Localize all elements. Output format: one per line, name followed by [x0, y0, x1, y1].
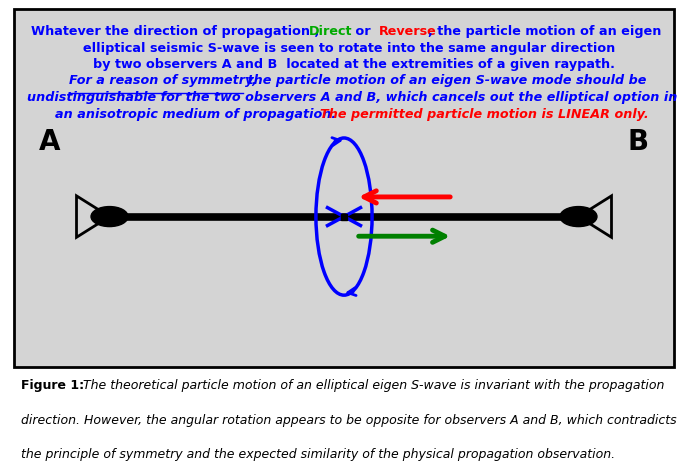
Text: Whatever the direction of propagation ,: Whatever the direction of propagation , [31, 25, 323, 39]
Text: Figure 1:: Figure 1: [21, 379, 88, 392]
Text: by two observers A and B  located at the extremities of a given raypath.: by two observers A and B located at the … [94, 58, 615, 70]
Text: the principle of symmetry and the expected similarity of the physical propagatio: the principle of symmetry and the expect… [21, 448, 615, 461]
FancyBboxPatch shape [14, 9, 674, 367]
Text: or: or [351, 25, 375, 39]
Text: direction. However, the angular rotation appears to be opposite for observers A : direction. However, the angular rotation… [21, 414, 676, 427]
Text: Reverse: Reverse [379, 25, 437, 39]
Text: Direct: Direct [309, 25, 353, 39]
Text: A: A [39, 127, 61, 156]
Text: the particle motion of an eigen S-wave mode should be: the particle motion of an eigen S-wave m… [243, 74, 647, 87]
Text: undistinguishable for the two observers A and B, which cancels out the elliptica: undistinguishable for the two observers … [28, 91, 678, 104]
Circle shape [560, 207, 597, 227]
Text: The permitted particle motion is LINEAR only.: The permitted particle motion is LINEAR … [320, 108, 648, 121]
Text: For a reason of symmetry,: For a reason of symmetry, [69, 74, 257, 87]
Text: elliptical seismic S-wave is seen to rotate into the same angular direction: elliptical seismic S-wave is seen to rot… [83, 41, 615, 55]
Text: an anisotropic medium of propagation.: an anisotropic medium of propagation. [55, 108, 341, 121]
Circle shape [91, 207, 128, 227]
Text: , the particle motion of an eigen: , the particle motion of an eigen [427, 25, 661, 39]
Text: B: B [627, 127, 649, 156]
Text: The theoretical particle motion of an elliptical eigen S-wave is invariant with : The theoretical particle motion of an el… [83, 379, 665, 392]
